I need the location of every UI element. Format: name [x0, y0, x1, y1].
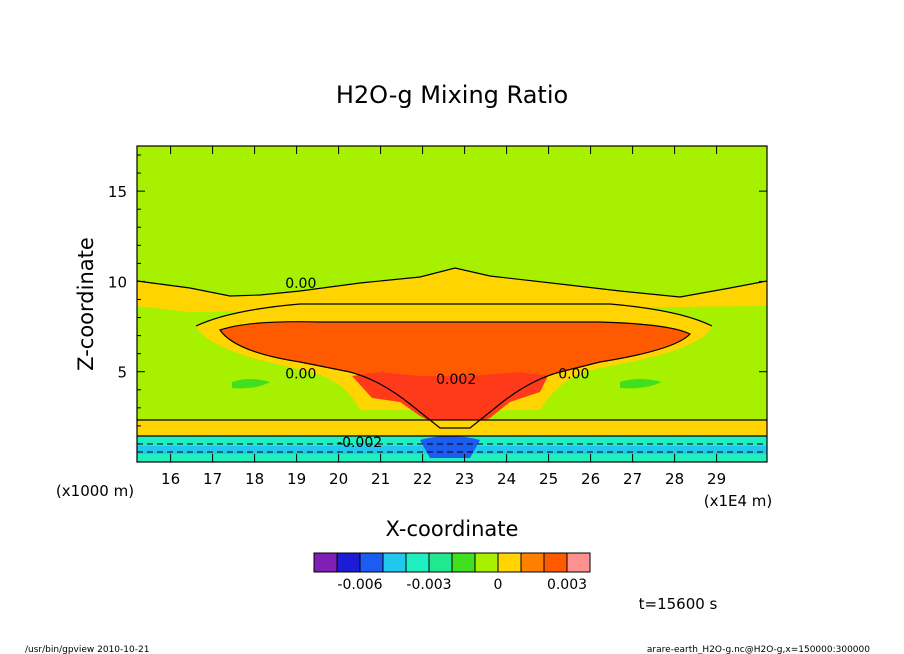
x-tick-label: 20 — [329, 470, 348, 488]
x-tick-label: 29 — [707, 470, 726, 488]
colorbar-swatch — [336, 552, 361, 573]
colorbar-tick-label: -0.003 — [406, 577, 451, 593]
x-tick-label: 17 — [203, 470, 222, 488]
x-tick-label: 18 — [245, 470, 264, 488]
x-tick-label: 25 — [539, 470, 558, 488]
x-tick-label: 23 — [455, 470, 474, 488]
colorbar-swatch — [543, 552, 568, 573]
footer-left: /usr/bin/gpview 2010-10-21 — [25, 645, 149, 654]
x-tick-label: 26 — [581, 470, 600, 488]
y-tick-label: 15 — [108, 183, 127, 201]
contour-label: 0.002 — [436, 372, 476, 388]
colorbar-swatch — [520, 552, 545, 573]
x-tick-label: 28 — [665, 470, 684, 488]
x-unit-right: (x1E4 m) — [704, 492, 773, 510]
contour-line-surface — [137, 419, 767, 437]
contour-line-core — [219, 321, 691, 429]
x-tick-label: 27 — [623, 470, 642, 488]
colorbar-tick-label: 0.003 — [547, 577, 587, 593]
y-axis-label: Z-coordinate — [74, 237, 98, 371]
band-surface-min — [420, 436, 480, 458]
colorbar-swatch — [313, 552, 338, 573]
time-label: t=15600 s — [639, 595, 718, 613]
colorbar-swatch — [474, 552, 499, 573]
y-axis-ticks: 5 10 15 — [108, 154, 767, 445]
band-max-positive — [352, 372, 548, 426]
colorbar-swatch — [451, 552, 476, 573]
colorbar-swatch — [359, 552, 384, 573]
colorbar-swatch — [382, 552, 407, 573]
y-tick-label: 10 — [108, 273, 127, 291]
band-left-negative — [232, 379, 270, 389]
colorbar: -0.006 -0.003 0 0.003 — [313, 552, 591, 593]
plot-frame — [136, 145, 768, 463]
x-axis-label: X-coordinate — [386, 517, 519, 541]
x-tick-label: 21 — [371, 470, 390, 488]
x-tick-label: 19 — [287, 470, 306, 488]
x-tick-label: 22 — [413, 470, 432, 488]
y-tick-label: 5 — [117, 364, 127, 382]
colorbar-swatch — [428, 552, 453, 573]
contour-line-mid — [195, 303, 713, 327]
contour-label: -0.002 — [337, 435, 382, 451]
contour-label: 0.00 — [558, 367, 589, 383]
x-tick-label: 24 — [497, 470, 516, 488]
colorbar-swatch — [405, 552, 430, 573]
contour-label: 0.00 — [285, 367, 316, 383]
chart-title: H2O-g Mixing Ratio — [336, 81, 568, 109]
contour-line-dashed — [137, 443, 767, 453]
x-tick-label: 16 — [161, 470, 180, 488]
contour-label: 0.00 — [285, 276, 316, 292]
colorbar-swatch — [497, 552, 522, 573]
colorbar-tick-label: -0.006 — [337, 577, 382, 593]
x-unit-left: (x1000 m) — [56, 482, 134, 500]
contour-labels: 0.00 0.00 0.002 0.00 -0.002 — [285, 276, 589, 451]
band-high-positive — [220, 321, 690, 428]
plot-area: 0.00 0.00 0.002 0.00 -0.002 16 17 18 19 20 21 22 23… — [108, 145, 768, 488]
colorbar-tick-label: 0 — [494, 577, 503, 593]
x-axis-ticks: 16 17 18 19 20 21 22 23 24 25 26 27 28 29 — [161, 146, 726, 488]
footer-right: arare-earth_H2O-g.nc@H2O-g,x=150000:3000… — [647, 645, 870, 654]
colorbar-swatch — [566, 552, 591, 573]
band-right-negative — [620, 379, 662, 389]
contour-line-upper — [136, 267, 768, 298]
